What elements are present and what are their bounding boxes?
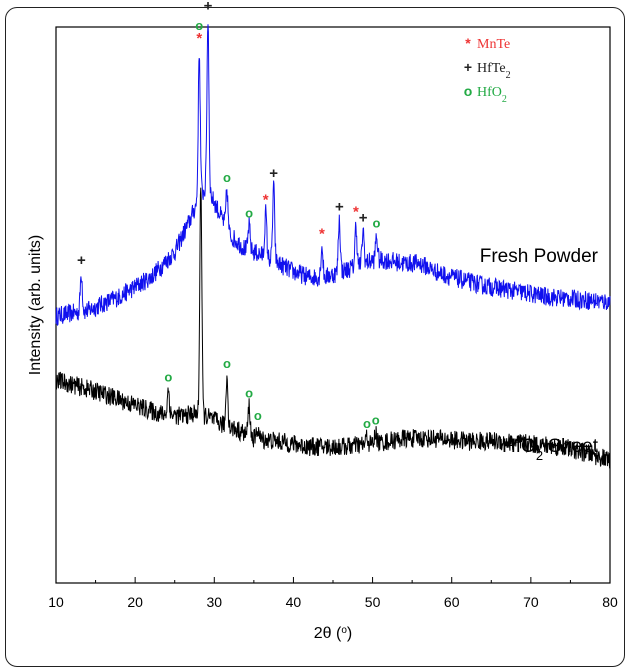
peak-marker: * <box>196 30 202 47</box>
series-line-hfo2-sheet <box>55 187 611 469</box>
legend-label: HfTe2 <box>477 61 511 81</box>
series-label-hfo2-sheet: HfO2 Sheet <box>502 436 599 463</box>
x-tick-label: 10 <box>48 594 64 610</box>
peak-marker: o <box>363 416 371 431</box>
peak-marker: o <box>245 385 253 400</box>
plot-area-border <box>55 26 611 584</box>
peak-marker: + <box>335 198 344 215</box>
peak-marker: o <box>223 170 231 185</box>
x-tick-label: 60 <box>444 594 460 610</box>
x-tick-label: 50 <box>365 594 381 610</box>
peak-marker: o <box>223 356 231 371</box>
peak-marker: o <box>373 216 381 231</box>
x-axis-title: 2θ (o) <box>314 625 352 643</box>
x-tick-label: 40 <box>286 594 302 610</box>
x-tick-label: 80 <box>602 594 618 610</box>
legend-label: MnTe <box>477 37 510 52</box>
legend-symbol: * <box>465 35 471 51</box>
peak-marker: + <box>204 0 213 15</box>
peak-marker: o <box>195 18 203 33</box>
x-tick-label: 70 <box>523 594 539 610</box>
peak-marker: o <box>372 412 380 427</box>
peak-marker: + <box>77 252 86 269</box>
legend-symbol: o <box>464 83 473 99</box>
legend-symbol: + <box>464 59 472 75</box>
peak-marker: * <box>319 226 325 243</box>
peak-marker: + <box>359 209 368 226</box>
y-axis-title: Intensity (arb. units) <box>27 235 44 376</box>
series-line-fresh-powder <box>55 24 611 326</box>
peak-marker: o <box>245 205 253 220</box>
peak-marker: + <box>269 165 278 182</box>
x-tick-label: 30 <box>206 594 222 610</box>
peak-marker: o <box>164 370 172 385</box>
series-label-fresh-powder: Fresh Powder <box>480 246 599 267</box>
peak-marker: o <box>254 408 262 423</box>
peak-marker: * <box>353 204 359 221</box>
peak-marker: * <box>263 192 269 209</box>
xrd-chart: 10 20 30 40 50 60 70 80 2θ (o) Intensity (arb. un… <box>27 0 618 643</box>
x-tick-label: 20 <box>127 594 143 610</box>
legend-label: HfO2 <box>477 85 507 105</box>
